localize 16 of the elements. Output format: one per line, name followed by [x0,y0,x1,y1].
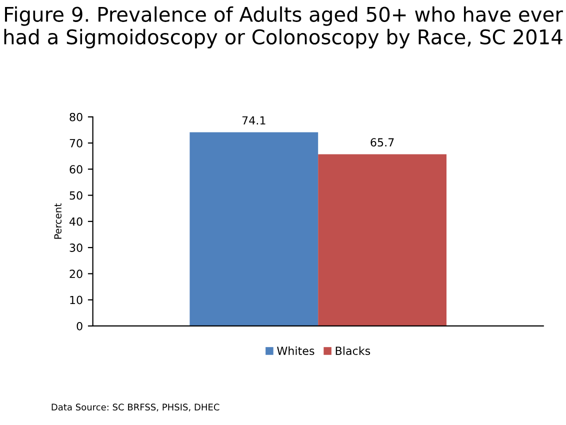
y-tick-label: 0 [76,322,82,330]
legend-label: Blacks [336,346,370,356]
data-label: 65.7 [370,138,394,147]
legend-label: Whites [277,346,314,356]
y-tick-label: 80 [70,112,82,122]
y-tick-label: 40 [70,217,82,226]
y-axis-title: Percent [54,203,62,239]
y-tick-label: 20 [70,270,82,278]
data-label: 74.1 [242,116,266,124]
source-note: Data Source: SC BRFSS, PHSIS, DHEC [52,404,220,412]
y-tick-label: 60 [70,165,82,174]
y-tick-label: 50 [70,191,82,200]
y-tick-label: 70 [70,138,82,148]
chart-title: Figure 9. Prevalence of Adults aged 50+ who have ever had a Sigmoidoscopy or Colonoscopy by Race, SC 2014 [4,6,563,48]
y-tick-label: 30 [70,244,82,252]
y-tick-label: 10 [70,296,82,304]
